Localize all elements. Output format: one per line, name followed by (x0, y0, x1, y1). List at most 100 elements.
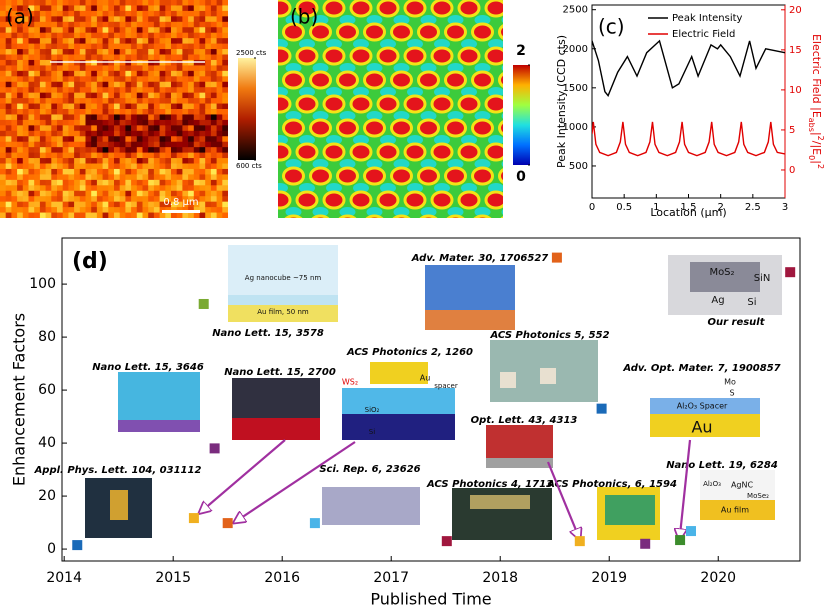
pixel (176, 76, 183, 83)
inset-figure (232, 418, 320, 440)
pixel (28, 114, 35, 121)
pixel (85, 0, 92, 6)
pixel (222, 54, 228, 61)
pixel (165, 163, 172, 170)
pixel (125, 21, 132, 28)
pixel (0, 81, 7, 88)
pixel (34, 16, 41, 23)
pixel (45, 70, 52, 77)
pixel (119, 54, 126, 61)
pixel (5, 207, 12, 214)
pixel (11, 98, 18, 105)
pixel (22, 43, 29, 50)
pixel (108, 38, 115, 45)
pixel (205, 49, 212, 55)
pixel (210, 81, 218, 88)
pixel (45, 136, 52, 143)
pixel (119, 130, 126, 137)
pixel (74, 5, 81, 12)
pixel (176, 136, 183, 143)
cold-spot (542, 231, 558, 241)
hot-spot (430, 0, 454, 18)
y2-label-part: Electric Field |E (810, 34, 823, 118)
pixel (45, 81, 52, 88)
pixel (199, 21, 206, 28)
pixel (159, 54, 166, 61)
pixel (136, 27, 143, 34)
pixel (102, 81, 109, 88)
pixel (171, 201, 178, 208)
pixel (193, 43, 200, 50)
pixel (91, 196, 98, 203)
pixel (114, 59, 121, 66)
pixel (17, 114, 24, 121)
pixel (62, 21, 69, 28)
pixel (91, 87, 98, 94)
hot-spot (498, 72, 503, 88)
pixel (5, 125, 12, 132)
pixel (176, 54, 183, 61)
pixel (199, 168, 206, 175)
pixel (22, 158, 29, 164)
pixel (119, 190, 126, 197)
pixel (45, 185, 52, 192)
hot-spot (322, 142, 346, 162)
hot-spot (295, 46, 319, 66)
pixel (79, 185, 86, 192)
pixel (11, 70, 18, 77)
pixel (85, 196, 92, 203)
pixel (193, 185, 200, 192)
pixel (102, 190, 109, 197)
cold-spot (272, 231, 288, 241)
cold-spot (529, 63, 545, 73)
pixel (39, 81, 47, 88)
hot-spot (349, 142, 373, 162)
pixel (165, 92, 172, 99)
pixel (148, 54, 155, 61)
pixel (210, 49, 218, 55)
pixel (131, 49, 138, 55)
pixel (165, 136, 172, 143)
pixel (182, 158, 189, 164)
pixel (74, 92, 81, 99)
pixel (62, 32, 69, 39)
pixel (193, 114, 200, 121)
pixel (68, 185, 75, 192)
pixel (159, 70, 166, 77)
pixel (85, 32, 92, 39)
pixel (182, 125, 189, 132)
pixel (57, 174, 64, 181)
pixel (222, 98, 228, 105)
pixel (74, 152, 81, 159)
pixel (5, 174, 12, 181)
pixel (96, 54, 104, 61)
pixel (210, 54, 218, 61)
pixel (11, 158, 18, 164)
pixel (91, 201, 98, 208)
pixel (199, 207, 206, 214)
cold-spot (447, 159, 464, 169)
cold-spot (326, 87, 342, 97)
hot-spot (363, 118, 386, 138)
pixel (34, 49, 41, 55)
pixel (114, 43, 121, 50)
pixel (0, 38, 7, 45)
cold-spot (339, 63, 356, 73)
cold-spot (529, 207, 545, 217)
pixel (119, 92, 126, 99)
pixel (102, 136, 109, 143)
pixel (102, 10, 109, 17)
cold-spot (366, 111, 383, 121)
pixel (176, 5, 183, 12)
pixel (114, 196, 121, 203)
pixel (210, 16, 218, 23)
y-tick-label: 80 (38, 329, 56, 345)
pixel (193, 174, 200, 181)
pixel (159, 201, 166, 208)
pixel (22, 5, 29, 12)
hot-spot (484, 46, 503, 66)
pixel (188, 10, 195, 17)
pixel (34, 59, 41, 66)
pixel (45, 76, 52, 83)
pixel (11, 10, 18, 17)
